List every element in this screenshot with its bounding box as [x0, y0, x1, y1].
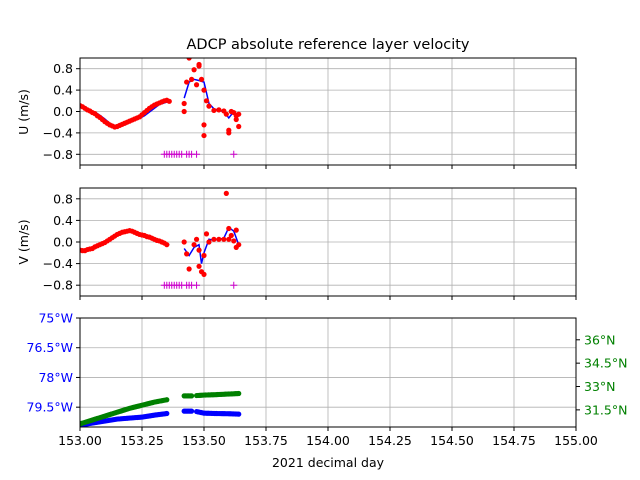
data-point: [233, 116, 239, 123]
data-point: [203, 231, 210, 237]
y-axis-label: V (m/s): [16, 219, 31, 264]
data-point: [166, 98, 172, 104]
data-point: [196, 247, 202, 253]
data-point: [216, 236, 222, 242]
data-point: [211, 236, 217, 242]
x-tick-label: 153.00: [58, 433, 102, 448]
data-point: [201, 252, 207, 259]
x-tick-label: 153.25: [120, 433, 164, 448]
data-point: [186, 266, 192, 272]
data-point: [201, 87, 207, 93]
data-point: [223, 190, 229, 196]
longitude-point: [189, 408, 195, 414]
data-point: [236, 111, 242, 117]
data-layer: [80, 390, 242, 427]
y-tick-label: 79.5°W: [27, 400, 73, 415]
data-point: [164, 242, 170, 248]
y2-tick-label: 34.5°N: [584, 356, 627, 371]
data-point: [226, 225, 232, 232]
y2-tick-label: 33°N: [584, 379, 616, 394]
latitude-point: [164, 397, 170, 403]
data-point: [206, 103, 212, 109]
data-point: [236, 242, 242, 248]
data-point: [186, 58, 192, 61]
x-tick-label: 155.00: [554, 433, 598, 448]
plus-marker: [230, 281, 238, 289]
y-tick-label: 76.5°W: [27, 340, 73, 355]
data-point: [203, 98, 210, 104]
plus-marker: [230, 150, 238, 158]
data-point: [233, 227, 239, 233]
longitude-point: [164, 410, 170, 417]
position-panel: 153.00 153.25 153.50 153.75 154.00 154.25 154.…: [27, 311, 628, 449]
data-point: [221, 236, 227, 242]
y-tick-label: −0.4: [43, 256, 73, 271]
data-point: [184, 79, 190, 85]
data-point: [201, 122, 207, 128]
data-point: [223, 111, 229, 117]
chart-title: ADCP absolute reference layer velocity: [186, 37, 469, 53]
y-tick-label: 75°W: [38, 311, 73, 326]
data-point: [198, 76, 205, 82]
data-point: [226, 130, 232, 136]
y-tick-label: −0.8: [43, 147, 73, 162]
plus-marker: [193, 150, 201, 158]
u-velocity-panel: −0.8 −0.4 0.0 0.4 0.8 U (m/s): [16, 57, 577, 169]
data-point: [196, 263, 202, 269]
y-tick-label: −0.4: [43, 125, 73, 140]
y-axis-label: U (m/s): [16, 89, 31, 135]
data-layer: [80, 190, 242, 289]
data-point: [184, 251, 190, 257]
y-tick-label: 0.8: [53, 191, 73, 206]
x-axis-label: 2021 decimal day: [272, 455, 385, 470]
x-tick-label: 154.00: [306, 433, 350, 448]
plus-marker: [193, 281, 201, 289]
x-tick-label: 154.25: [368, 433, 412, 448]
latitude-point: [236, 390, 242, 397]
y-tick-label: 0.8: [53, 61, 73, 76]
y-tick-label: 78°W: [38, 370, 73, 385]
x-tick-label: 153.75: [244, 433, 288, 448]
data-point: [196, 61, 202, 68]
data-point: [211, 107, 217, 114]
y2-tick-label: 31.5°N: [584, 402, 627, 417]
data-point: [201, 271, 207, 277]
x-tick-label: 153.50: [182, 433, 226, 448]
v-velocity-panel: −0.8 −0.4 0.0 0.4 0.8 V (m/s): [16, 187, 577, 300]
data-point: [201, 132, 207, 139]
x-tick-label: 154.50: [430, 433, 474, 448]
y-tick-label: 0.0: [53, 235, 73, 250]
data-point: [181, 108, 187, 115]
data-point: [236, 123, 242, 130]
data-point: [228, 232, 234, 239]
data-point: [189, 76, 195, 82]
longitude-point: [236, 411, 242, 417]
data-point: [226, 236, 232, 242]
x-tick-label: 154.75: [492, 433, 536, 448]
y-tick-label: 0.0: [53, 104, 73, 119]
latitude-point: [189, 393, 195, 399]
y-tick-label: −0.8: [43, 278, 73, 293]
data-point: [193, 236, 200, 242]
y-tick-label: 0.4: [53, 213, 73, 228]
y2-tick-label: 36°N: [584, 332, 616, 347]
data-layer: [80, 58, 242, 158]
data-point: [231, 238, 237, 244]
y-tick-label: 0.4: [53, 83, 73, 98]
data-point: [191, 67, 197, 73]
data-point: [216, 107, 222, 113]
data-point: [181, 239, 187, 245]
data-point: [191, 242, 197, 248]
data-point: [193, 82, 200, 88]
data-point: [181, 100, 187, 107]
data-point: [206, 239, 212, 245]
